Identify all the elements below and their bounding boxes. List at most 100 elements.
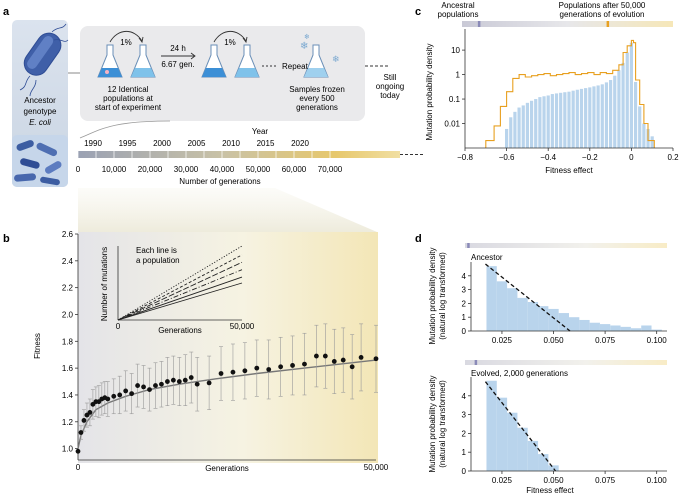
- panel-c: c Ancestral populations Populations afte…: [415, 1, 679, 175]
- hist-bar: [651, 329, 662, 331]
- x-tick-label: 0.075: [595, 476, 616, 485]
- y-tick-label: 2.4: [62, 257, 74, 266]
- panel-b-label: b: [3, 233, 10, 245]
- hist-bar: [599, 324, 611, 331]
- ancestor-bar: [550, 94, 554, 148]
- timeline-year-title: Year: [252, 127, 269, 136]
- ancestor-bar: [617, 70, 621, 148]
- panel-d: d 0 1 2 3 4 0.025 0.050 0.075 0.100 Mutation prob…: [415, 233, 667, 495]
- y-tick-label: 0.1: [449, 95, 461, 104]
- y-axis-label: (natural log transformed): [438, 380, 447, 468]
- transfer-arrow-icon: [213, 30, 247, 43]
- y-tick-label: 1.6: [62, 364, 74, 373]
- y-axis-label: Mutation probability density: [428, 376, 437, 473]
- transfer-percent-1: 1%: [120, 38, 132, 47]
- plot-c-axes: 10 1 0.1 0.01 −0.8 −0.6 −0.4 −0.2 0 0.2 Fitness ef…: [425, 29, 679, 175]
- fit-line: [485, 263, 571, 332]
- y-tick-label: 1.8: [62, 337, 74, 346]
- ancestor-bar: [529, 100, 534, 148]
- hist-bar: [496, 397, 508, 471]
- flask-icon: [234, 44, 260, 78]
- ancestor-bar: [642, 123, 646, 148]
- ancestor-bar: [592, 86, 596, 148]
- x-tick-label: −0.4: [540, 153, 556, 162]
- ancestor-label-2: genotype: [24, 107, 57, 116]
- data-point: [254, 365, 260, 371]
- ancestor-bar: [650, 136, 654, 148]
- data-point: [182, 377, 188, 383]
- data-point: [242, 368, 248, 374]
- generation-label: 60,000: [282, 165, 307, 174]
- transfer-arrow-icon: [109, 30, 143, 43]
- y-tick-label: 1: [462, 448, 467, 457]
- ancestor-bar: [604, 82, 609, 148]
- y-tick-label: 3: [462, 411, 467, 420]
- ancestor-bar: [517, 107, 521, 148]
- data-point: [153, 383, 158, 388]
- hist-bar: [486, 266, 497, 331]
- data-point: [194, 381, 200, 387]
- d-bottom-title: Evolved, 2,000 generations: [471, 369, 568, 378]
- data-point: [331, 359, 337, 364]
- ancestor-bar: [538, 97, 542, 148]
- populations-line-2: populations at: [103, 94, 154, 103]
- ancestor-bar: [525, 102, 529, 148]
- y-axis-label: Mutation probability density: [428, 248, 437, 345]
- snowflake-icon: ❄: [332, 54, 340, 64]
- y-tick-label: 4: [462, 272, 467, 281]
- plot-b-points: [75, 353, 379, 454]
- inset-series-line: [117, 282, 243, 321]
- data-point: [176, 379, 182, 384]
- y-tick-label: 1.0: [62, 445, 74, 454]
- time-label: 24 h: [170, 44, 186, 53]
- ancestor-bar: [600, 84, 604, 148]
- ancestor-bar: [596, 85, 600, 148]
- hist-bar: [517, 427, 528, 471]
- data-point: [322, 353, 328, 359]
- generation-label: 0: [76, 165, 81, 174]
- data-point: [129, 391, 135, 397]
- data-point: [349, 364, 355, 370]
- x-tick-label: 0.050: [544, 476, 565, 485]
- ongoing-line-1: Still: [384, 73, 397, 82]
- year-label: 2020: [291, 139, 309, 148]
- header-bar-d-top: [465, 243, 667, 248]
- ancestor-bar: [546, 95, 550, 148]
- ongoing-line-2: ongoing: [376, 82, 404, 91]
- y-tick-label: 0: [462, 467, 467, 476]
- timeline-ticks: [77, 150, 331, 159]
- ancestor-label-1: Ancestor: [24, 96, 56, 105]
- ancestor-bar: [638, 106, 642, 148]
- ancestor-label-3: E. coli: [29, 118, 51, 127]
- timeline-xlabel: Number of generations: [179, 177, 260, 186]
- data-point: [302, 361, 307, 367]
- d-top-title: Ancestor: [471, 253, 503, 262]
- hist-bar: [486, 380, 497, 471]
- hist-bar: [641, 325, 652, 331]
- x-axis-label: Generations: [205, 464, 249, 473]
- generation-label: 10,000: [102, 165, 127, 174]
- hist-bar: [527, 440, 539, 471]
- fit-line: [484, 381, 557, 472]
- inset-series-line: [117, 254, 243, 321]
- snowflake-icon: ❄: [304, 33, 310, 41]
- ancestor-bar: [563, 92, 567, 148]
- ancestor-bar: [513, 111, 517, 148]
- ancestor-bar: [613, 75, 617, 148]
- snowflake-icon: ❄: [300, 41, 308, 52]
- hist-bar: [630, 328, 642, 331]
- data-point: [111, 393, 117, 399]
- transfer-percent-2: 1%: [224, 38, 236, 47]
- data-point: [105, 396, 111, 402]
- year-label: 2000: [153, 139, 171, 148]
- ancestor-bar: [571, 90, 575, 148]
- populations-line-1: 12 Identical: [108, 85, 149, 94]
- timeline-bar: [78, 151, 400, 158]
- plot-d-bottom: 0 1 2 3 4 0.025 0.050 0.075 0.100 Fitness effect M…: [428, 360, 667, 495]
- timeline-generations: 0 10,000 20,000 30,000 40,000 50,000 60,…: [76, 165, 343, 174]
- ancestor-bar: [579, 88, 584, 148]
- hist-bar: [507, 288, 518, 331]
- data-point: [87, 409, 93, 415]
- flask-icon: [130, 44, 156, 78]
